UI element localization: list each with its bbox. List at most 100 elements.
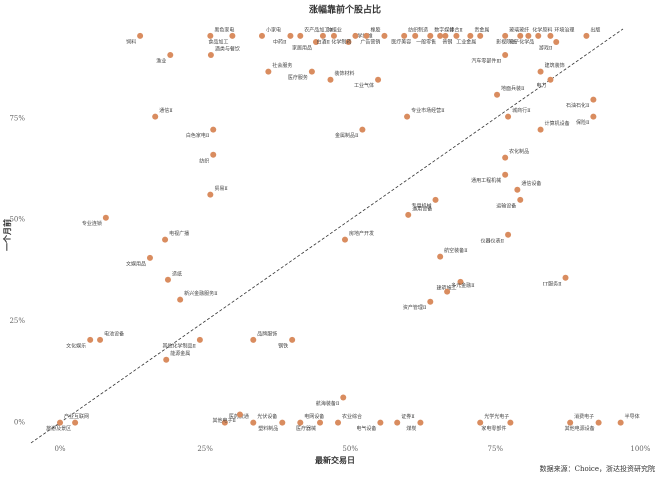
point xyxy=(412,32,419,39)
point xyxy=(502,171,509,178)
point-label: 普钢 xyxy=(442,38,452,45)
point xyxy=(547,76,554,83)
point-label: 航海装备Ⅱ xyxy=(316,400,340,407)
point-label: 纺织 xyxy=(199,157,209,164)
point xyxy=(207,191,214,198)
point xyxy=(505,113,512,120)
point-label: 其他化学制品Ⅱ xyxy=(162,342,196,349)
point xyxy=(537,126,544,133)
point xyxy=(330,32,337,39)
point xyxy=(363,32,370,39)
point xyxy=(236,411,243,418)
point-label: 化学纤维 xyxy=(352,32,372,39)
point xyxy=(547,32,554,39)
point-label: 地面兵装Ⅱ xyxy=(501,85,525,92)
point xyxy=(477,419,484,426)
point xyxy=(207,32,214,39)
point-label: 装饰材料 xyxy=(334,70,354,77)
point-label: 影视院线 xyxy=(496,38,516,45)
point-label: 新兴金融服务Ⅱ xyxy=(184,290,218,297)
point xyxy=(535,32,542,39)
y-axis-label: 一个月前 xyxy=(2,219,12,251)
point xyxy=(163,356,170,363)
point-label: 其他电子Ⅱ xyxy=(213,417,237,424)
point-label: 广告营销 xyxy=(360,38,380,45)
point xyxy=(102,214,109,221)
point xyxy=(279,419,286,426)
point-label: 出版 xyxy=(590,26,600,33)
point-label: 白酒Ⅱ xyxy=(317,38,331,45)
point xyxy=(297,32,304,39)
point-label: 石油石化Ⅱ xyxy=(566,102,590,109)
y-tick-label: 25% xyxy=(9,317,25,325)
point xyxy=(167,51,174,58)
point-label: 电子化学品 xyxy=(509,38,534,45)
point xyxy=(164,276,171,283)
point-label: 橡胶 xyxy=(370,26,380,33)
point xyxy=(427,32,434,39)
point-label: 电力 xyxy=(536,82,546,89)
x-axis-label: 最新交易日 xyxy=(315,455,355,465)
point-label: 光学光电子 xyxy=(484,413,509,420)
point-label: 证券Ⅱ xyxy=(401,413,415,420)
point-label: 城商行Ⅱ xyxy=(512,107,531,114)
x-tick-label: 50% xyxy=(342,445,358,453)
point-label: 数字媒体 xyxy=(434,26,454,33)
diagonal-reference xyxy=(30,28,624,444)
point-label: 多元金融Ⅱ xyxy=(451,282,475,289)
point xyxy=(289,336,296,343)
point xyxy=(146,254,153,261)
point-label: 游戏Ⅱ xyxy=(539,44,553,51)
point xyxy=(335,419,342,426)
point-label: 建筑装饰 xyxy=(545,62,565,69)
point-label: 计算机设备 xyxy=(545,120,570,127)
point-label: 运输设备 xyxy=(496,202,516,209)
point-label: 文娱用品 xyxy=(126,260,146,267)
point-label: 农产品加工Ⅱ xyxy=(304,26,333,33)
point xyxy=(377,419,384,426)
x-tick-label: 0% xyxy=(54,445,65,453)
point xyxy=(250,419,257,426)
point-label: 食品加工 xyxy=(208,38,228,45)
point xyxy=(437,253,444,260)
point xyxy=(177,296,184,303)
y-tick-label: 0% xyxy=(14,419,25,427)
point-label: 消费电子 xyxy=(574,413,594,420)
point xyxy=(595,419,602,426)
point-label: 专业连锁 xyxy=(82,220,102,227)
point xyxy=(432,196,439,203)
point xyxy=(517,32,524,39)
point xyxy=(507,419,514,426)
point-label: 专用机械 xyxy=(412,202,432,209)
point-label: 半导体 xyxy=(625,413,640,420)
point-label: 化学原料 xyxy=(532,26,552,33)
point-label: 航空装备Ⅱ xyxy=(444,247,468,254)
point-label: 煤炭 xyxy=(406,425,416,432)
point-label: 贸易Ⅱ xyxy=(214,185,228,192)
point xyxy=(457,278,464,285)
point xyxy=(352,32,359,39)
point-label: 小家电 xyxy=(266,26,281,33)
point xyxy=(375,76,382,83)
point-label: 工业气体 xyxy=(354,82,374,89)
point xyxy=(250,336,257,343)
y-tick-label: 50% xyxy=(9,216,25,224)
point-label: 资产管理Ⅱ xyxy=(403,304,427,311)
point-label: 电网设备 xyxy=(304,413,324,420)
y-tick-label: 75% xyxy=(9,114,25,122)
chart-title: 涨幅靠前个股占比 xyxy=(309,4,381,16)
point xyxy=(517,196,524,203)
point-label: 钢铁 xyxy=(278,342,288,349)
point-label: 金属制品Ⅱ xyxy=(335,132,359,139)
point xyxy=(57,419,64,426)
point xyxy=(345,38,352,45)
point xyxy=(137,32,144,39)
point-label: 通信设备 xyxy=(521,180,541,187)
point-label: 房地产开发 xyxy=(349,230,374,237)
x-tick-label: 75% xyxy=(488,445,504,453)
point xyxy=(162,236,169,243)
point-label: 一般零售 xyxy=(416,38,436,45)
point-label: 建筑施工 xyxy=(436,284,456,291)
point-label: 白色家电Ⅱ xyxy=(186,132,210,139)
